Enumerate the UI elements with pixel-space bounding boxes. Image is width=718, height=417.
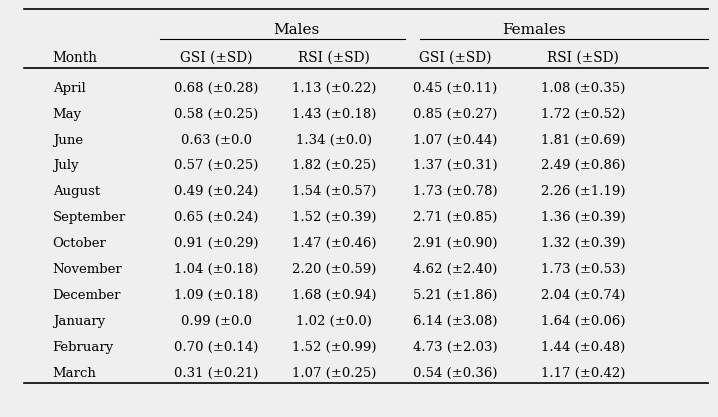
- Text: 1.81 (±0.69): 1.81 (±0.69): [541, 133, 625, 146]
- Text: 1.17 (±0.42): 1.17 (±0.42): [541, 367, 625, 380]
- Text: 1.13 (±0.22): 1.13 (±0.22): [292, 82, 376, 95]
- Text: June: June: [52, 133, 83, 146]
- Text: 1.72 (±0.52): 1.72 (±0.52): [541, 108, 625, 121]
- Text: 1.52 (±0.39): 1.52 (±0.39): [292, 211, 376, 224]
- Text: 5.21 (±1.86): 5.21 (±1.86): [413, 289, 498, 302]
- Text: 1.04 (±0.18): 1.04 (±0.18): [174, 263, 258, 276]
- Text: 0.63 (±0.0: 0.63 (±0.0: [181, 133, 252, 146]
- Text: 2.71 (±0.85): 2.71 (±0.85): [413, 211, 498, 224]
- Text: 1.64 (±0.06): 1.64 (±0.06): [541, 315, 625, 328]
- Text: October: October: [52, 237, 106, 250]
- Text: 0.85 (±0.27): 0.85 (±0.27): [413, 108, 498, 121]
- Text: November: November: [52, 263, 122, 276]
- Text: 1.02 (±0.0): 1.02 (±0.0): [296, 315, 372, 328]
- Text: 0.68 (±0.28): 0.68 (±0.28): [174, 82, 258, 95]
- Text: GSI (±SD): GSI (±SD): [180, 50, 253, 65]
- Text: September: September: [52, 211, 126, 224]
- Text: 1.47 (±0.46): 1.47 (±0.46): [292, 237, 376, 250]
- Text: August: August: [52, 185, 100, 198]
- Text: 1.36 (±0.39): 1.36 (±0.39): [541, 211, 626, 224]
- Text: Month: Month: [52, 50, 98, 65]
- Text: July: July: [52, 159, 78, 173]
- Text: 0.65 (±0.24): 0.65 (±0.24): [174, 211, 258, 224]
- Text: 1.68 (±0.94): 1.68 (±0.94): [292, 289, 376, 302]
- Text: 0.58 (±0.25): 0.58 (±0.25): [174, 108, 258, 121]
- Text: 1.43 (±0.18): 1.43 (±0.18): [292, 108, 376, 121]
- Text: 1.09 (±0.18): 1.09 (±0.18): [174, 289, 258, 302]
- Text: 2.49 (±0.86): 2.49 (±0.86): [541, 159, 625, 173]
- Text: RSI (±SD): RSI (±SD): [298, 50, 370, 65]
- Text: 6.14 (±3.08): 6.14 (±3.08): [413, 315, 498, 328]
- Text: 0.57 (±0.25): 0.57 (±0.25): [174, 159, 258, 173]
- Text: 2.26 (±1.19): 2.26 (±1.19): [541, 185, 625, 198]
- Text: 2.91 (±0.90): 2.91 (±0.90): [413, 237, 498, 250]
- Text: 0.31 (±0.21): 0.31 (±0.21): [174, 367, 258, 380]
- Text: 1.08 (±0.35): 1.08 (±0.35): [541, 82, 625, 95]
- Text: 4.73 (±2.03): 4.73 (±2.03): [413, 341, 498, 354]
- Text: February: February: [52, 341, 114, 354]
- Text: GSI (±SD): GSI (±SD): [419, 50, 491, 65]
- Text: 1.73 (±0.53): 1.73 (±0.53): [541, 263, 625, 276]
- Text: 1.34 (±0.0): 1.34 (±0.0): [296, 133, 372, 146]
- Text: May: May: [52, 108, 82, 121]
- Text: December: December: [52, 289, 121, 302]
- Text: Females: Females: [502, 23, 565, 38]
- Text: 1.52 (±0.99): 1.52 (±0.99): [292, 341, 376, 354]
- Text: March: March: [52, 367, 96, 380]
- Text: 0.99 (±0.0: 0.99 (±0.0: [181, 315, 252, 328]
- Text: 2.04 (±0.74): 2.04 (±0.74): [541, 289, 625, 302]
- Text: 1.32 (±0.39): 1.32 (±0.39): [541, 237, 625, 250]
- Text: 1.07 (±0.44): 1.07 (±0.44): [413, 133, 498, 146]
- Text: April: April: [52, 82, 85, 95]
- Text: 2.20 (±0.59): 2.20 (±0.59): [292, 263, 376, 276]
- Text: 0.91 (±0.29): 0.91 (±0.29): [174, 237, 258, 250]
- Text: 1.44 (±0.48): 1.44 (±0.48): [541, 341, 625, 354]
- Text: 4.62 (±2.40): 4.62 (±2.40): [413, 263, 498, 276]
- Text: 1.37 (±0.31): 1.37 (±0.31): [413, 159, 498, 173]
- Text: RSI (±SD): RSI (±SD): [548, 50, 620, 65]
- Text: 1.82 (±0.25): 1.82 (±0.25): [292, 159, 376, 173]
- Text: 0.49 (±0.24): 0.49 (±0.24): [174, 185, 258, 198]
- Text: 0.45 (±0.11): 0.45 (±0.11): [413, 82, 498, 95]
- Text: 1.73 (±0.78): 1.73 (±0.78): [413, 185, 498, 198]
- Text: 1.54 (±0.57): 1.54 (±0.57): [292, 185, 376, 198]
- Text: Males: Males: [274, 23, 320, 38]
- Text: 0.70 (±0.14): 0.70 (±0.14): [174, 341, 258, 354]
- Text: 1.07 (±0.25): 1.07 (±0.25): [292, 367, 376, 380]
- Text: 0.54 (±0.36): 0.54 (±0.36): [413, 367, 498, 380]
- Text: January: January: [52, 315, 105, 328]
